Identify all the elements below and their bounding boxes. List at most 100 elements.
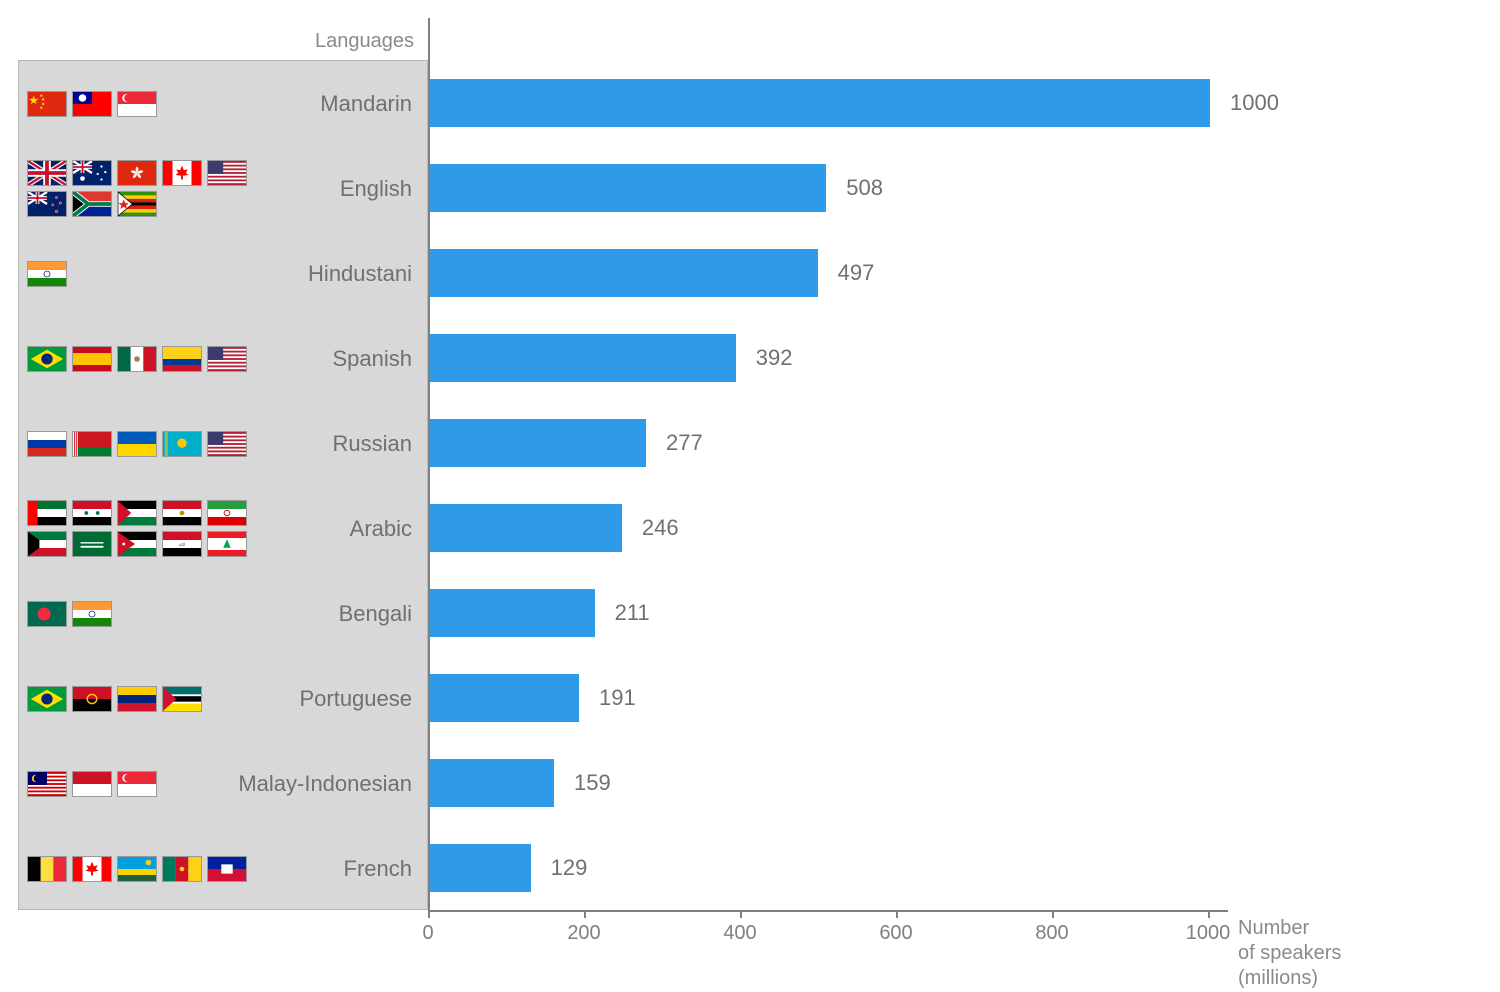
- flag-icon-kw: [27, 531, 67, 557]
- language-label: Hindustani: [308, 261, 412, 287]
- flag-icon-ca: [72, 856, 112, 882]
- language-label: Malay-Indonesian: [238, 771, 412, 797]
- bar-value-label: 211: [615, 600, 650, 626]
- bar-value-label: 191: [599, 685, 636, 711]
- x-tick-label: 800: [1035, 922, 1068, 945]
- bar-value-label: 1000: [1230, 90, 1279, 116]
- flag-icon-eg: [162, 500, 202, 526]
- flag-icon-ir: [207, 500, 247, 526]
- bar-value-label: 159: [574, 770, 611, 796]
- flag-icon-za: [72, 191, 112, 217]
- flag-icon-sg: [117, 771, 157, 797]
- language-label: Portuguese: [299, 686, 412, 712]
- x-axis-line: [428, 910, 1228, 912]
- category-row: Malay-Indonesian: [19, 741, 427, 826]
- bar: [430, 589, 595, 637]
- flag-icon-us: [207, 160, 247, 186]
- flag-icon-sg: [117, 91, 157, 117]
- bar: [430, 759, 554, 807]
- flag-group: [27, 431, 247, 457]
- flag-icon-ua: [117, 431, 157, 457]
- language-label: Russian: [333, 431, 412, 457]
- y-axis-title: Languages: [315, 30, 414, 53]
- flag-icon-sa: [72, 531, 112, 557]
- category-panel: Mandarin English Hindustani Spanish Russian ا…: [18, 60, 428, 910]
- flag-icon-zw: [117, 191, 157, 217]
- flag-icon-my: [27, 771, 67, 797]
- category-row: Bengali: [19, 571, 427, 656]
- language-label: Arabic: [350, 516, 412, 542]
- category-row: English: [19, 146, 427, 231]
- flag-icon-rw: [117, 856, 157, 882]
- x-tick: [428, 910, 430, 918]
- flag-group: [27, 346, 247, 372]
- bar-value-label: 508: [846, 175, 883, 201]
- svg-text:الله: الله: [179, 542, 186, 547]
- language-label: English: [340, 176, 412, 202]
- flag-icon-us: [207, 346, 247, 372]
- languages-bar-chart: Languages Mandarin English Hindustani Spani…: [18, 18, 1478, 968]
- language-label: Bengali: [339, 601, 412, 627]
- flag-icon-sy: [72, 500, 112, 526]
- flag-icon-tw: [72, 91, 112, 117]
- flag-icon-in: [72, 601, 112, 627]
- category-row: الله Arabic: [19, 486, 427, 571]
- flag-icon-ao: [72, 686, 112, 712]
- bar: [430, 419, 646, 467]
- flag-icon-nz: [27, 191, 67, 217]
- category-row: Spanish: [19, 316, 427, 401]
- bar: [430, 844, 531, 892]
- bar-value-label: 277: [666, 430, 703, 456]
- flag-group: [27, 160, 287, 217]
- flag-icon-bd: [27, 601, 67, 627]
- bar: [430, 79, 1210, 127]
- flag-icon-lb: [207, 531, 247, 557]
- x-tick: [740, 910, 742, 918]
- category-row: Mandarin: [19, 61, 427, 146]
- language-label: Mandarin: [320, 91, 412, 117]
- flag-icon-ht: [207, 856, 247, 882]
- flag-icon-iq: الله: [162, 531, 202, 557]
- bar: [430, 504, 622, 552]
- category-row: French: [19, 826, 427, 911]
- x-tick: [896, 910, 898, 918]
- x-tick-label: 600: [879, 922, 912, 945]
- flag-icon-co: [162, 346, 202, 372]
- flag-icon-mx: [117, 346, 157, 372]
- flag-icon-hk: [117, 160, 157, 186]
- flag-icon-au: [72, 160, 112, 186]
- x-tick: [1208, 910, 1210, 918]
- category-row: Russian: [19, 401, 427, 486]
- x-tick-label: 200: [567, 922, 600, 945]
- flag-icon-kz: [162, 431, 202, 457]
- flag-group: [27, 856, 247, 882]
- x-tick-label: 0: [422, 922, 433, 945]
- flag-icon-ve: [117, 686, 157, 712]
- bar: [430, 249, 818, 297]
- x-tick: [1052, 910, 1054, 918]
- language-label: Spanish: [332, 346, 412, 372]
- flag-icon-gb: [27, 160, 67, 186]
- bar: [430, 674, 579, 722]
- flag-icon-be: [27, 856, 67, 882]
- flag-icon-by: [72, 431, 112, 457]
- flag-group: [27, 91, 157, 117]
- bar-value-label: 392: [756, 345, 793, 371]
- language-label: French: [344, 856, 412, 882]
- flag-icon-mz: [162, 686, 202, 712]
- flag-icon-br: [27, 346, 67, 372]
- bar-value-label: 497: [838, 260, 875, 286]
- x-tick-label: 1000: [1186, 922, 1231, 945]
- flag-group: [27, 771, 157, 797]
- flag-icon-us: [207, 431, 247, 457]
- bar: [430, 164, 826, 212]
- flag-icon-ru: [27, 431, 67, 457]
- bar-value-label: 246: [642, 515, 679, 541]
- flag-icon-cm: [162, 856, 202, 882]
- flag-icon-id: [72, 771, 112, 797]
- flag-icon-jo: [117, 531, 157, 557]
- flag-group: [27, 601, 112, 627]
- x-axis-title: Numberof speakers(millions): [1238, 916, 1341, 991]
- flag-icon-ae: [27, 500, 67, 526]
- category-row: Hindustani: [19, 231, 427, 316]
